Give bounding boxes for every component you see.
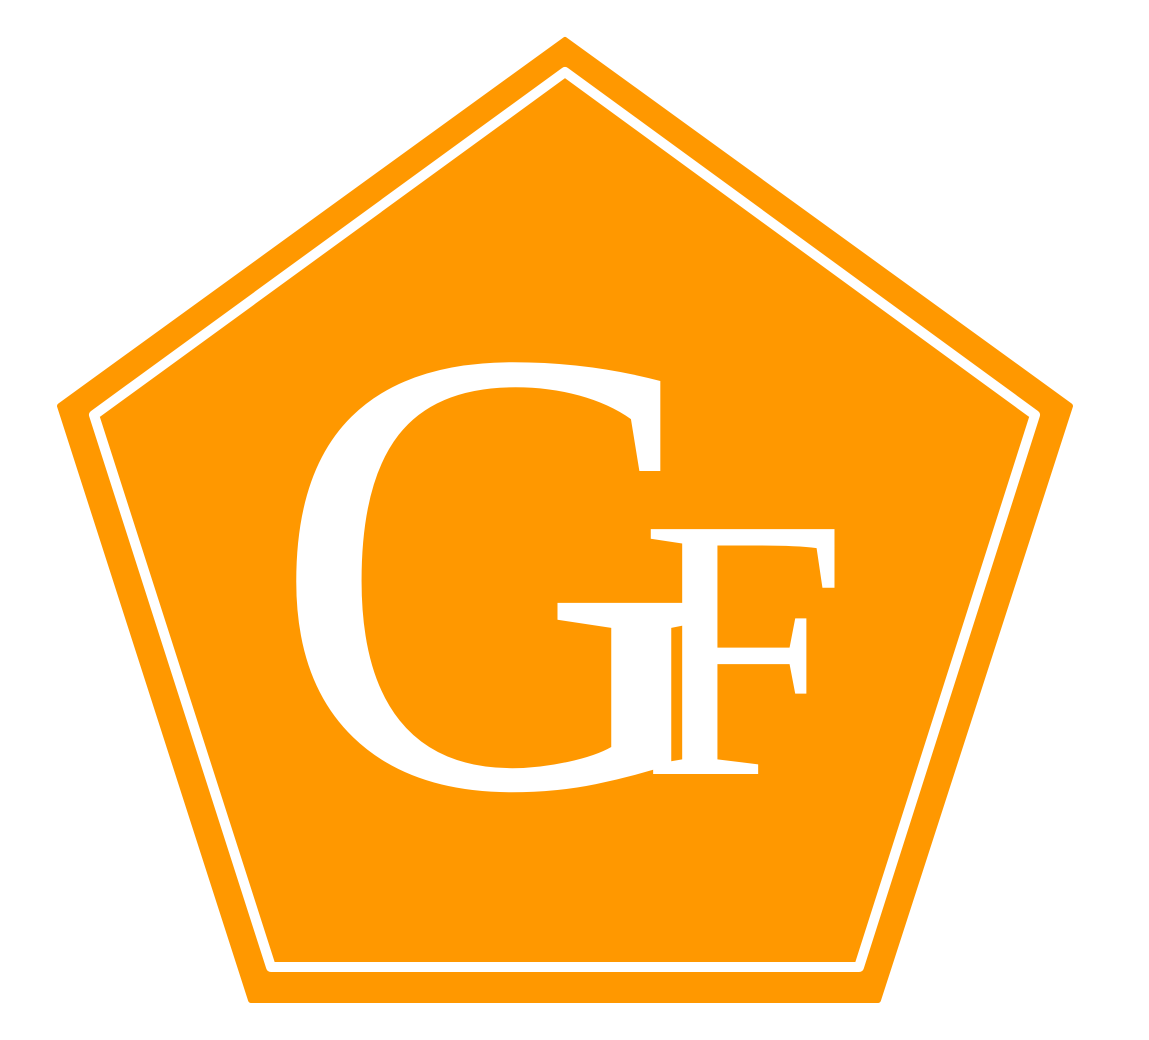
logo-letter-f: F [640, 441, 848, 855]
logo-letter-g: G [270, 217, 732, 925]
inner-pentagon-outline [89, 67, 1040, 972]
outer-pentagon-shape [57, 37, 1073, 1003]
